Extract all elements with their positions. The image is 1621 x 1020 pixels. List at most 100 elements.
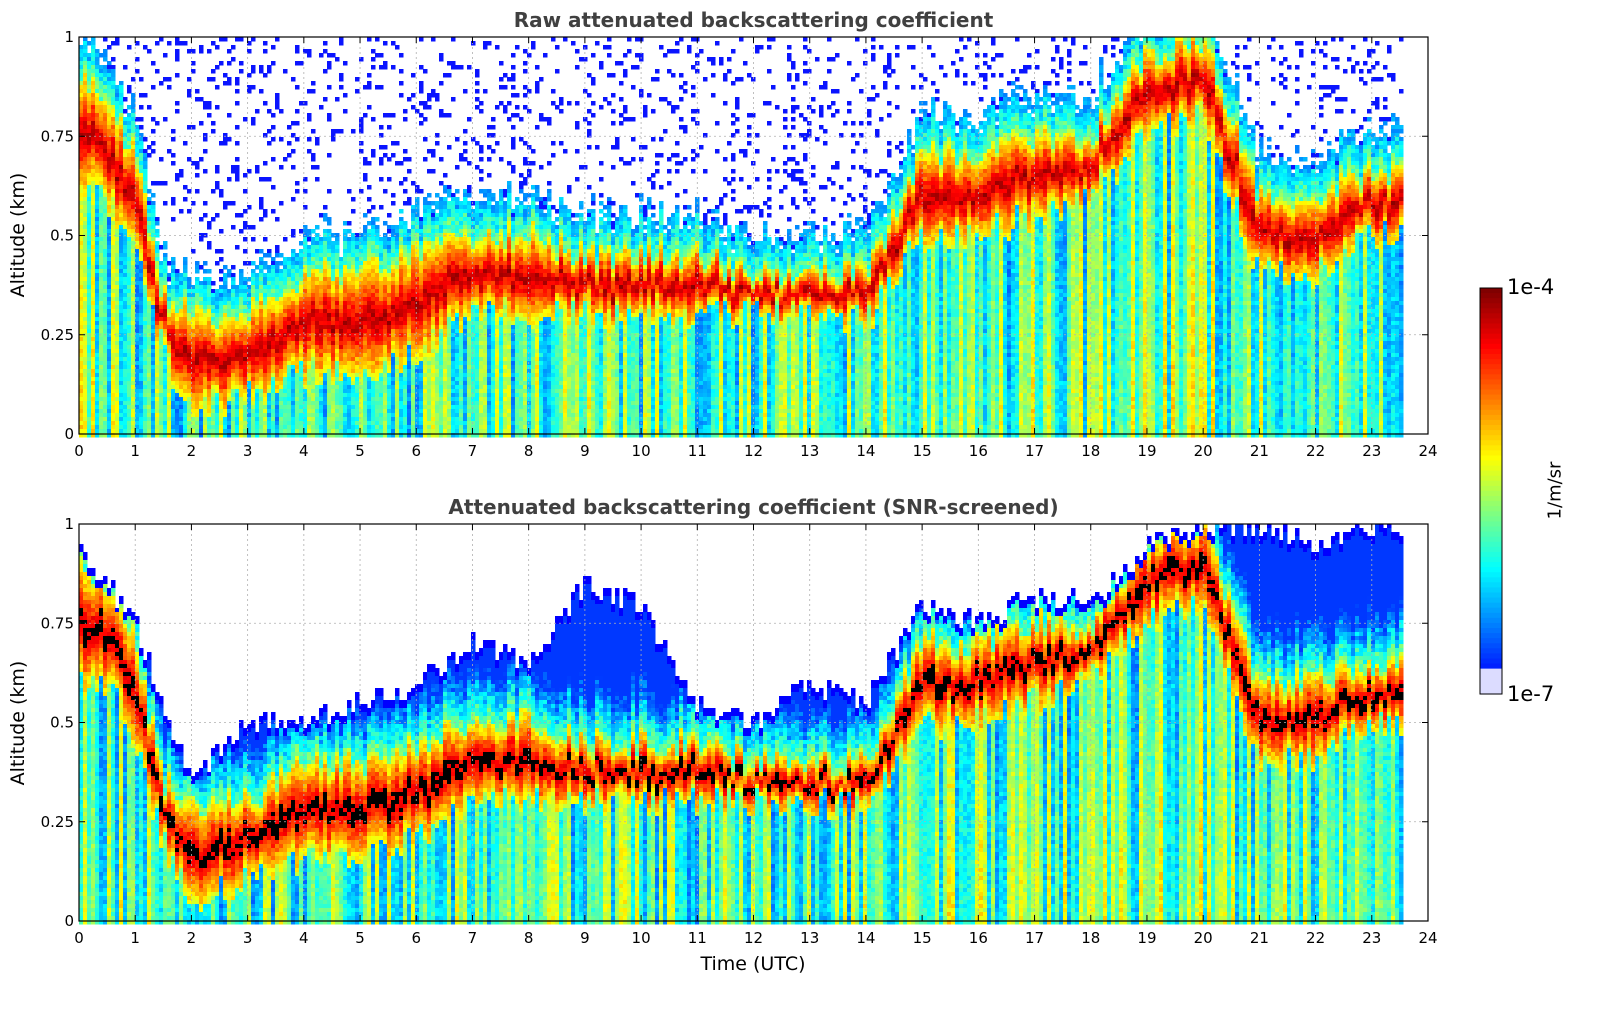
heatmap-cell: [91, 277, 96, 282]
heatmap-cell: [79, 249, 84, 254]
heatmap-cell: [83, 297, 88, 302]
heatmap-cell: [79, 313, 84, 318]
heatmap-cell: [103, 361, 108, 366]
heatmap-cell: [83, 201, 88, 206]
heatmap-cell: [99, 249, 104, 254]
heatmap-cell: [107, 61, 112, 66]
heatmap-cell: [87, 57, 92, 62]
heatmap-cell: [103, 153, 108, 158]
heatmap-cell: [87, 237, 92, 242]
heatmap-cell: [95, 213, 100, 218]
heatmap-cell: [107, 185, 112, 190]
heatmap-cell: [87, 245, 92, 250]
heatmap-cell: [103, 357, 108, 362]
heatmap-cell: [91, 113, 96, 118]
heatmap-cell: [95, 221, 100, 226]
heatmap-cell: [95, 301, 100, 306]
heatmap-cell: [91, 241, 96, 246]
heatmap-cell: [95, 65, 100, 70]
heatmap-cell: [87, 381, 92, 386]
heatmap-cell: [95, 421, 100, 426]
heatmap-cell: [87, 129, 92, 134]
heatmap-cell: [83, 117, 88, 122]
heatmap-cell: [103, 389, 108, 394]
heatmap-cell: [83, 145, 88, 150]
heatmap-cell: [107, 93, 112, 98]
heatmap-cell: [91, 117, 96, 122]
heatmap-cell: [99, 313, 104, 318]
heatmap-cell: [87, 181, 92, 186]
heatmap-cell: [87, 429, 92, 434]
heatmap-cell: [79, 409, 84, 414]
heatmap-cell: [87, 93, 92, 98]
heatmap-cell: [79, 101, 84, 106]
heatmap-cell: [83, 93, 88, 98]
heatmap-cell: [79, 185, 84, 190]
heatmap-cell: [87, 405, 92, 410]
heatmap-cell: [83, 221, 88, 226]
heatmap-cell: [107, 125, 112, 130]
heatmap-cell: [91, 73, 96, 78]
heatmap-cell: [91, 37, 96, 42]
heatmap-cell: [91, 141, 96, 146]
heatmap-cell: [79, 285, 84, 290]
heatmap-cell: [87, 105, 92, 110]
heatmap-cell: [87, 417, 92, 422]
heatmap-cell: [107, 133, 112, 138]
heatmap-cell: [87, 421, 92, 426]
heatmap-cell: [79, 137, 84, 142]
heatmap-cell: [91, 273, 96, 278]
heatmap-cell: [95, 237, 100, 242]
heatmap-cell: [95, 209, 100, 214]
heatmap-cell: [83, 245, 88, 250]
heatmap-cell: [91, 137, 96, 142]
heatmap-cell: [79, 209, 84, 214]
heatmap-cell: [91, 65, 96, 70]
heatmap-cell: [87, 169, 92, 174]
heatmap-cell: [91, 81, 96, 86]
heatmap-cell: [87, 353, 92, 358]
heatmap-cell: [103, 57, 108, 62]
heatmap-cell: [107, 237, 112, 242]
heatmap-cell: [87, 189, 92, 194]
heatmap-cell: [99, 421, 104, 426]
heatmap-cell: [103, 425, 108, 430]
heatmap-cell: [79, 241, 84, 246]
heatmap-cell: [83, 365, 88, 370]
heatmap-cell: [107, 181, 112, 186]
heatmap-cell: [83, 141, 88, 146]
heatmap-cell: [91, 429, 96, 434]
heatmap-cell: [95, 289, 100, 294]
heatmap-cell: [83, 217, 88, 222]
heatmap-cell: [107, 249, 112, 254]
heatmap-cell: [107, 149, 112, 154]
heatmap-cell: [79, 269, 84, 274]
heatmap-cell: [79, 413, 84, 418]
heatmap-cell: [107, 213, 112, 218]
heatmap-cell: [87, 85, 92, 90]
heatmap-cell: [91, 361, 96, 366]
heatmap-cell: [87, 301, 92, 306]
heatmap-cell: [87, 357, 92, 362]
heatmap-cell: [99, 357, 104, 362]
heatmap-cell: [83, 45, 88, 50]
heatmap-cell: [99, 101, 104, 106]
heatmap-cell: [79, 321, 84, 326]
heatmap-cell: [87, 385, 92, 390]
heatmap-cell: [91, 89, 96, 94]
heatmap-cell: [79, 57, 84, 62]
heatmap-cell: [107, 225, 112, 230]
heatmap-cell: [99, 389, 104, 394]
heatmap-cell: [87, 325, 92, 330]
heatmap-cell: [91, 321, 96, 326]
heatmap-cell: [107, 281, 112, 286]
heatmap-cell: [91, 281, 96, 286]
heatmap-cell: [87, 61, 92, 66]
heatmap-cell: [95, 409, 100, 414]
heatmap-cell: [83, 285, 88, 290]
heatmap-cell: [83, 41, 88, 46]
heatmap-cell: [87, 213, 92, 218]
heatmap-cell: [79, 253, 84, 258]
heatmap-cell: [83, 425, 88, 430]
heatmap-cell: [107, 205, 112, 210]
